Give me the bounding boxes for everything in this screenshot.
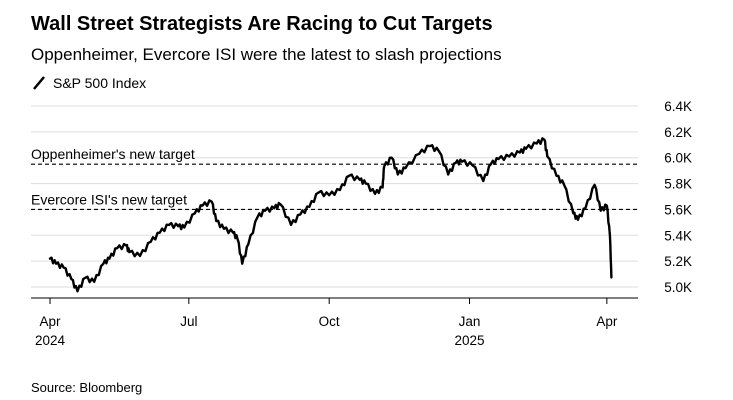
y-tick-label: 6.2K xyxy=(664,125,692,140)
x-tick-year-label: 2024 xyxy=(35,333,66,348)
y-tick-label: 6.4K xyxy=(664,99,692,114)
series-group xyxy=(48,137,613,293)
chart-title: Wall Street Strategists Are Racing to Cu… xyxy=(31,13,493,35)
x-tick-label: Jul xyxy=(180,314,197,329)
y-tick-label: 5.4K xyxy=(664,228,692,243)
y-tick-label: 5.2K xyxy=(664,254,692,269)
x-tick-label: Apr xyxy=(596,314,618,329)
x-tick-label: Apr xyxy=(39,314,61,329)
x-tick-label: Oct xyxy=(319,314,340,329)
legend: S&P 500 Index xyxy=(31,75,146,91)
x-tick-year-label: 2025 xyxy=(455,333,485,348)
y-tick-label: 6.0K xyxy=(664,151,692,166)
chart-subtitle: Oppenheimer, Evercore ISI were the lates… xyxy=(31,45,502,64)
y-tick-label: 5.0K xyxy=(664,280,692,295)
legend-line-icon xyxy=(33,76,45,90)
y-axis: 5.0K 5.2K 5.4K 5.6K 5.8K 6.0K 6.2K 6.4K xyxy=(664,99,692,295)
y-tick-label: 5.6K xyxy=(664,202,692,217)
reference-lines: Oppenheimer's new target Evercore ISI's n… xyxy=(31,146,638,211)
reference-line-label: Oppenheimer's new target xyxy=(31,146,195,162)
source-note: Source: Bloomberg xyxy=(31,380,143,395)
legend-label: S&P 500 Index xyxy=(53,75,147,91)
x-axis: Apr 2024 Jul Oct Jan 2025 Apr xyxy=(31,297,638,348)
x-tick-label: Jan xyxy=(459,314,481,329)
reference-line-label: Evercore ISI's new target xyxy=(31,191,187,207)
y-tick-label: 5.8K xyxy=(664,177,692,192)
series-line xyxy=(48,137,613,293)
